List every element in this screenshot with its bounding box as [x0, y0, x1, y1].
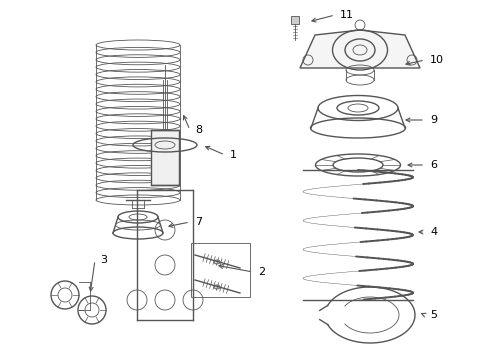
Ellipse shape: [214, 260, 220, 264]
Text: 5: 5: [430, 310, 437, 320]
Text: 8: 8: [195, 125, 202, 135]
Text: 6: 6: [430, 160, 437, 170]
Text: 4: 4: [430, 227, 437, 237]
Ellipse shape: [214, 285, 220, 289]
Text: 3: 3: [100, 255, 107, 265]
Text: 1: 1: [230, 150, 237, 160]
Text: 11: 11: [340, 10, 354, 20]
Bar: [151, 130, 179, 185]
Bar: [291, 16, 299, 24]
Polygon shape: [300, 30, 420, 68]
Text: 10: 10: [430, 55, 444, 65]
Text: 9: 9: [430, 115, 437, 125]
Text: 2: 2: [258, 267, 265, 277]
Text: 7: 7: [195, 217, 202, 227]
